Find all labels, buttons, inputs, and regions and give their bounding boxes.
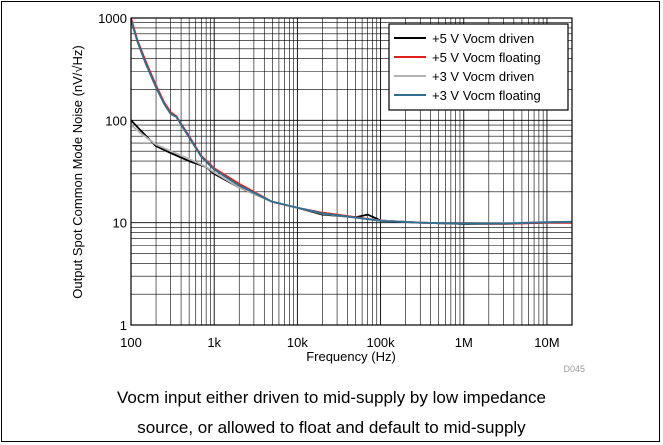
x-axis-label: Frequency (Hz) xyxy=(306,349,396,364)
x-tick-label: 100k xyxy=(366,335,395,350)
y-tick-label: 1 xyxy=(120,318,127,333)
figure-id: D045 xyxy=(563,364,585,374)
caption-line-2: source, or allowed to float and default … xyxy=(137,418,526,437)
legend: +5 V Vocm driven +5 V Vocm floating +3 V V… xyxy=(388,23,569,111)
x-tick-label: 1M xyxy=(455,335,473,350)
y-tick-label: 10 xyxy=(113,216,127,231)
series-line-4 xyxy=(130,20,573,225)
legend-label: +3 V Vocm driven xyxy=(432,69,534,84)
x-tick-label: 100 xyxy=(120,335,142,350)
y-axis-label: Output Spot Common Mode Noise (nV/√Hz) xyxy=(70,45,85,299)
y-tick-labels: 1 10 100 1000 xyxy=(98,11,127,333)
legend-label: +3 V Vocm floating xyxy=(432,88,541,103)
plot-border xyxy=(130,17,573,326)
x-tick-label: 1k xyxy=(207,335,221,350)
series-curves xyxy=(130,17,573,225)
legend-label: +5 V Vocm driven xyxy=(432,31,534,46)
x-tick-label: 10k xyxy=(287,335,308,350)
x-tick-label: 10M xyxy=(534,335,559,350)
y-tick-label: 100 xyxy=(105,113,127,128)
series-line-1 xyxy=(130,119,572,225)
series-line-3 xyxy=(130,124,573,225)
x-tick-labels: 100 1k 10k 100k 1M 10M xyxy=(120,335,559,350)
caption-line-1: Vocm input either driven to mid-supply b… xyxy=(117,388,546,407)
legend-label: +5 V Vocm floating xyxy=(432,50,541,65)
y-tick-label: 1000 xyxy=(98,11,127,26)
